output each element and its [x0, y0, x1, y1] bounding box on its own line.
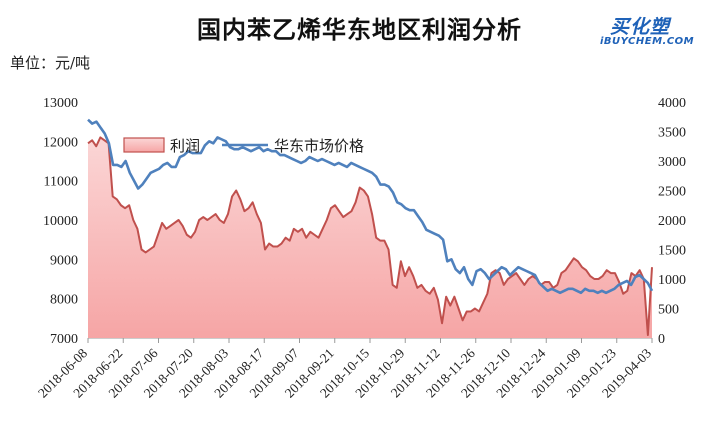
y-right-tick-label: 1000 — [658, 273, 686, 288]
brand-logo: 买化塑 iBUYCHEM.COM — [600, 12, 712, 52]
legend-label-profit: 利润 — [170, 137, 200, 155]
price-line — [87, 118, 654, 295]
y-left-tick-label: 11000 — [44, 175, 78, 190]
profit-outline — [87, 136, 653, 337]
y-right-tick-label: 1500 — [658, 244, 686, 259]
y-right-tick-label: 0 — [658, 332, 665, 347]
y-left-tick-label: 13000 — [43, 96, 78, 111]
y-right-tick-label: 2500 — [658, 185, 686, 200]
chart-legend: 利润 华东市场价格 — [123, 137, 364, 155]
chart-title: 国内苯乙烯华东地区利润分析 — [197, 15, 522, 44]
y-right-tick-label: 3500 — [658, 126, 686, 141]
logo-chinese-text: 买化塑 — [610, 16, 671, 38]
y-left-tick-label: 8000 — [50, 293, 78, 308]
unit-label: 单位：元/吨 — [10, 54, 91, 72]
y-right-tick-label: 3000 — [658, 155, 686, 170]
chart-marks — [87, 118, 654, 338]
y-left-tick-label: 9000 — [50, 253, 78, 268]
legend-swatch-profit — [123, 137, 165, 153]
y-left-tick-label: 10000 — [43, 214, 78, 229]
logo-english-text: iBUYCHEM.COM — [600, 36, 695, 47]
legend-label-price: 华东市场价格 — [274, 137, 364, 155]
y-right-tick-label: 500 — [658, 303, 679, 318]
y-left-tick-label: 12000 — [43, 135, 78, 150]
y-right-tick-label: 2000 — [658, 214, 686, 229]
y-right-tick-label: 4000 — [658, 96, 686, 111]
profit-area — [88, 137, 652, 338]
y-left-tick-label: 7000 — [50, 332, 78, 347]
